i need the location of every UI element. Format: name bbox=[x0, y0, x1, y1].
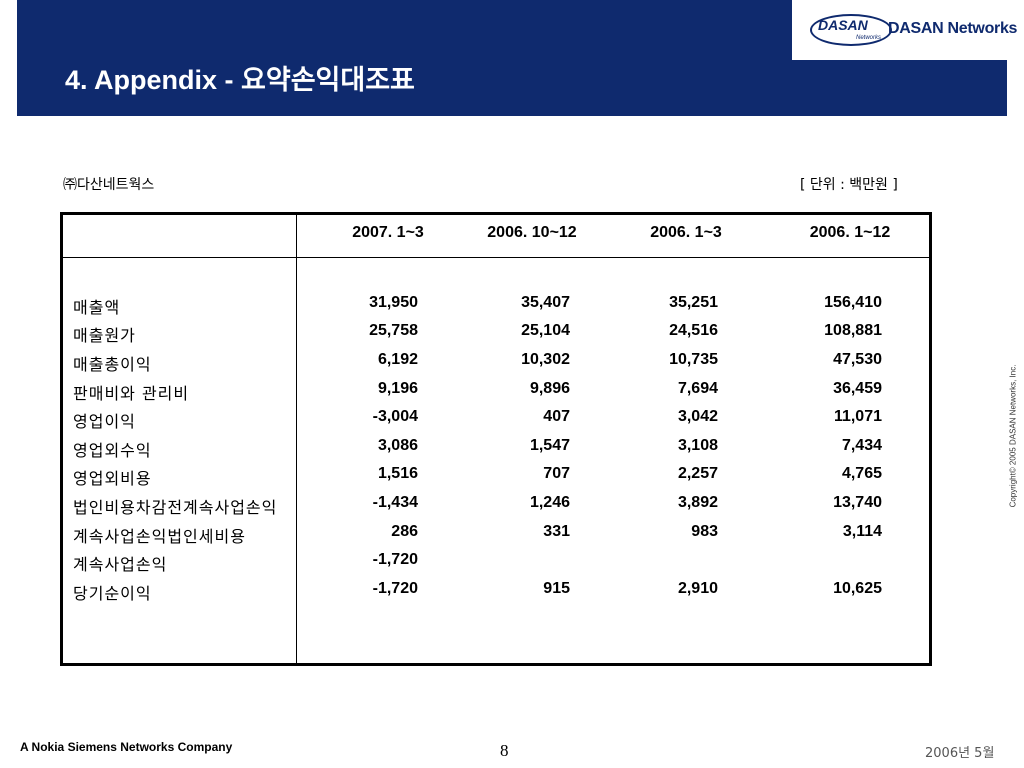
cell-value: 331 bbox=[543, 523, 570, 540]
cell-value: 707 bbox=[543, 465, 570, 482]
cell-value: 9,196 bbox=[377, 380, 418, 397]
table-row: 영업외수익 3,086 1,547 3,108 7,434 bbox=[0, 437, 1024, 465]
table-row: 매출원가 25,758 25,104 24,516 108,881 bbox=[0, 322, 1024, 350]
header-bar: 4. Appendix - 요약손익대조표 DASAN Networks DAS… bbox=[17, 0, 1017, 116]
cell-value: 3,892 bbox=[677, 494, 718, 511]
cell-value: 7,434 bbox=[841, 437, 882, 454]
cell-value: 1,246 bbox=[529, 494, 570, 511]
table-row: 영업외비용 1,516 707 2,257 4,765 bbox=[0, 465, 1024, 493]
cell-value: 35,407 bbox=[521, 294, 570, 311]
column-header-2006-q4: 2006. 10~12 bbox=[487, 224, 577, 241]
table-row: 계속사업손익법인세비용 286 331 983 3,114 bbox=[0, 523, 1024, 551]
unit-note: [ 단위 : 백만원 ] bbox=[800, 177, 898, 193]
cell-value: 25,758 bbox=[369, 322, 418, 339]
cell-value: 47,530 bbox=[833, 351, 882, 368]
cell-value: -3,004 bbox=[372, 408, 418, 425]
table-row: 영업이익 -3,004 407 3,042 11,071 bbox=[0, 408, 1024, 436]
cell-value: -1,434 bbox=[372, 494, 418, 511]
cell-value: 31,950 bbox=[369, 294, 418, 311]
cell-value: 3,086 bbox=[377, 437, 418, 454]
page-title: 4. Appendix - 요약손익대조표 bbox=[65, 65, 415, 95]
company-logo: DASAN Networks DASAN Networks bbox=[792, 0, 1017, 60]
logo-oval bbox=[810, 14, 892, 46]
cell-value: 10,625 bbox=[833, 580, 882, 597]
cell-value: 36,459 bbox=[833, 380, 882, 397]
footer-date: 2006년 5월 bbox=[925, 746, 995, 761]
cell-value: 13,740 bbox=[833, 494, 882, 511]
cell-value: 11,071 bbox=[833, 408, 882, 425]
cell-value: 24,516 bbox=[669, 322, 718, 339]
table-row: 계속사업손익 -1,720 bbox=[0, 551, 1024, 579]
column-header-2006-q1: 2006. 1~3 bbox=[650, 224, 722, 241]
table-row: 당기순이익 -1,720 915 2,910 10,625 bbox=[0, 580, 1024, 608]
cell-value: 4,765 bbox=[841, 465, 882, 482]
cell-value: 983 bbox=[691, 523, 718, 540]
table-row: 매출액 31,950 35,407 35,251 156,410 bbox=[0, 294, 1024, 322]
cell-value: 2,910 bbox=[677, 580, 718, 597]
page-number: 8 bbox=[500, 741, 509, 760]
company-name: ㈜다산네트웍스 bbox=[63, 177, 155, 193]
row-label: 영업외비용 bbox=[73, 469, 152, 488]
row-label: 계속사업손익법인세비용 bbox=[73, 527, 246, 546]
footer-company: A Nokia Siemens Networks Company bbox=[20, 740, 233, 754]
cell-value: 108,881 bbox=[824, 322, 882, 339]
column-header-2006-year: 2006. 1~12 bbox=[809, 224, 891, 241]
cell-value: 1,547 bbox=[529, 437, 570, 454]
row-label: 당기순이익 bbox=[73, 584, 152, 603]
row-label: 매출원가 bbox=[73, 326, 136, 345]
row-label: 법인비용차감전계속사업손익 bbox=[73, 498, 278, 517]
cell-value: -1,720 bbox=[372, 580, 418, 597]
cell-value: 407 bbox=[543, 408, 570, 425]
column-header-2007-q1: 2007. 1~3 bbox=[352, 224, 424, 241]
cell-value: 3,114 bbox=[842, 523, 882, 540]
header-divider bbox=[63, 257, 929, 258]
cell-value: -1,720 bbox=[372, 551, 418, 568]
cell-value: 3,108 bbox=[677, 437, 718, 454]
logo-small-text: DASAN bbox=[818, 17, 868, 33]
cell-value: 915 bbox=[543, 580, 570, 597]
cell-value: 10,302 bbox=[521, 351, 570, 368]
row-label: 매출액 bbox=[73, 298, 121, 317]
row-label: 영업이익 bbox=[73, 412, 136, 431]
logo-wordmark: DASAN Networks bbox=[888, 20, 1018, 37]
copyright-notice: Copyright© 2005 DASAN Networks, Inc. bbox=[1008, 364, 1018, 508]
cell-value: 2,257 bbox=[677, 465, 718, 482]
cell-value: 7,694 bbox=[677, 380, 718, 397]
cell-value: 35,251 bbox=[669, 294, 718, 311]
row-label: 판매비와 관리비 bbox=[73, 384, 190, 403]
cell-value: 9,896 bbox=[529, 380, 570, 397]
cell-value: 286 bbox=[391, 523, 418, 540]
cell-value: 1,516 bbox=[377, 465, 418, 482]
row-label: 매출총이익 bbox=[73, 355, 152, 374]
cell-value: 25,104 bbox=[521, 322, 570, 339]
cell-value: 10,735 bbox=[669, 351, 718, 368]
row-label: 영업외수익 bbox=[73, 441, 152, 460]
table-row: 매출총이익 6,192 10,302 10,735 47,530 bbox=[0, 351, 1024, 379]
income-table bbox=[60, 212, 932, 666]
label-column-divider bbox=[296, 215, 297, 663]
cell-value: 6,192 bbox=[377, 351, 418, 368]
logo-sub-text: Networks bbox=[856, 35, 882, 41]
row-label: 계속사업손익 bbox=[73, 555, 168, 574]
table-row: 법인비용차감전계속사업손익 -1,434 1,246 3,892 13,740 bbox=[0, 494, 1024, 522]
cell-value: 3,042 bbox=[677, 408, 718, 425]
table-row: 판매비와 관리비 9,196 9,896 7,694 36,459 bbox=[0, 380, 1024, 408]
cell-value: 156,410 bbox=[824, 294, 882, 311]
